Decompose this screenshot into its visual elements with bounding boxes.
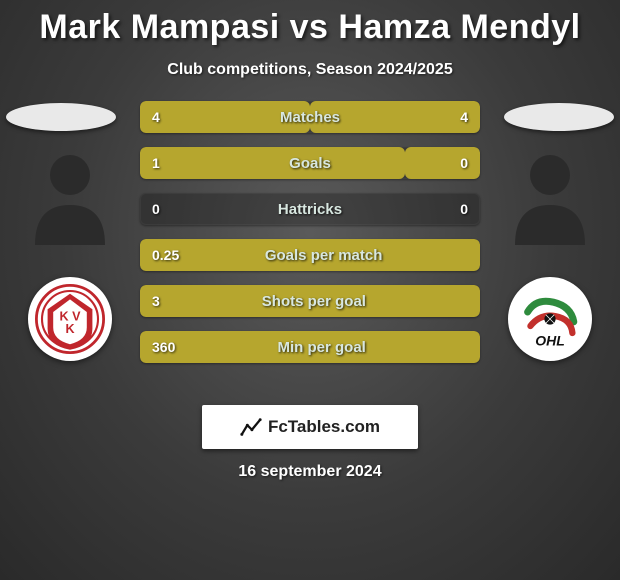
stat-value-left: 360: [140, 339, 187, 355]
stat-row: 0.25Goals per match: [140, 239, 480, 271]
stat-value-left: 4: [140, 109, 172, 125]
player-avatar-right: [500, 145, 600, 245]
silhouette-icon: [20, 145, 120, 245]
ohl-crest-icon: OHL: [515, 284, 585, 354]
subtitle: Club competitions, Season 2024/2025: [0, 61, 620, 79]
stat-label: Min per goal: [187, 339, 456, 356]
stat-label: Shots per goal: [172, 293, 456, 310]
stat-value-right: 0: [448, 155, 480, 171]
svg-text:K: K: [65, 322, 74, 336]
stat-value-right: 0: [448, 201, 480, 217]
stat-label: Goals: [172, 155, 448, 172]
kv-kortrijk-crest-icon: K V K: [35, 284, 105, 354]
stat-row: 360Min per goal: [140, 331, 480, 363]
page-title: Mark Mampasi vs Hamza Mendyl: [0, 0, 620, 47]
stat-row: 0Hattricks0: [140, 193, 480, 225]
date-stamp: 16 september 2024: [0, 463, 620, 481]
stat-value-left: 0.25: [140, 247, 191, 263]
branding-badge: FcTables.com: [202, 405, 418, 449]
stat-row: 1Goals0: [140, 147, 480, 179]
stat-label: Goals per match: [191, 247, 456, 264]
stat-value-left: 1: [140, 155, 172, 171]
stat-value-left: 3: [140, 293, 172, 309]
svg-text:K V: K V: [60, 309, 82, 323]
silhouette-icon: [500, 145, 600, 245]
stat-row: 3Shots per goal: [140, 285, 480, 317]
fctables-logo-icon: [240, 416, 262, 438]
stat-value-left: 0: [140, 201, 172, 217]
stat-label: Matches: [172, 109, 448, 126]
club-crest-right: OHL: [508, 277, 592, 361]
player-ellipse-right: [504, 103, 614, 131]
stat-label: Hattricks: [172, 201, 448, 218]
svg-text:OHL: OHL: [535, 333, 565, 349]
stat-bars: 4Matches41Goals00Hattricks00.25Goals per…: [140, 101, 480, 363]
player-ellipse-left: [6, 103, 116, 131]
stat-value-right: 4: [448, 109, 480, 125]
club-crest-left: K V K: [28, 277, 112, 361]
player-avatar-left: [20, 145, 120, 245]
branding-text: FcTables.com: [268, 417, 380, 437]
comparison-arena: K V K OHL 4Matches41Goals00Hattricks00.2…: [0, 101, 620, 381]
stat-row: 4Matches4: [140, 101, 480, 133]
